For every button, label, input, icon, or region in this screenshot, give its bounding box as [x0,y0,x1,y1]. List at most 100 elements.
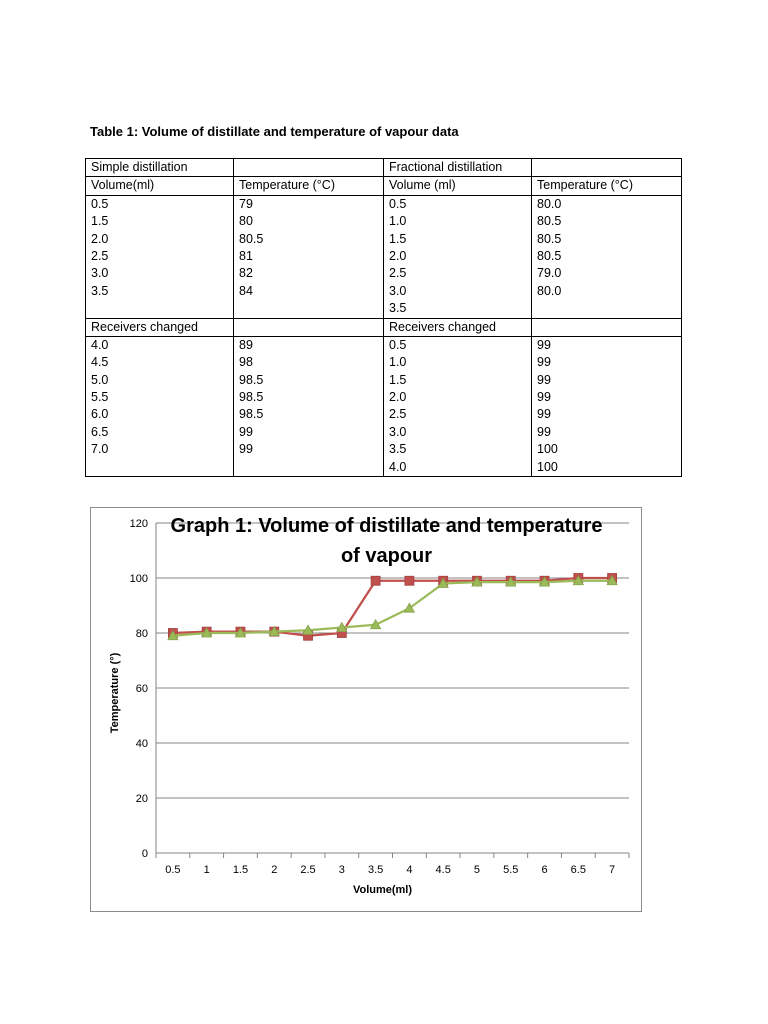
x-tick-label: 5 [474,864,480,876]
simple-volume-cell: Simple distillation [85,157,234,177]
fractional-temperature-cell: 80.5 [531,230,682,248]
data-point-marker [200,627,213,638]
data-point-marker [403,602,416,613]
x-tick-label: 2 [271,864,277,876]
fractional-temperature-cell [531,300,682,319]
simple-volume-cell: 7.0 [85,441,234,459]
x-axis-title: Volume(ml) [353,884,412,896]
fractional-volume-cell: 4.0 [383,458,532,478]
simple-temperature-cell: Temperature (°C) [233,176,384,196]
fractional-temperature-cell: 99 [531,354,682,372]
x-tick-label: 3 [339,864,345,876]
x-tick-label: 1 [204,864,210,876]
fractional-volume-cell: 0.5 [383,194,532,214]
table-row: 2.5 81 2.0 80.5 [85,247,682,266]
data-point-marker [268,625,280,637]
simple-temperature-cell: 79 [233,194,384,214]
simple-temperature-cell: 99 [233,423,384,442]
simple-volume-cell: Receivers changed [85,317,234,337]
simple-temperature-cell: 98.5 [233,371,384,390]
table-row: 0.5 79 0.5 80.0 [85,194,682,214]
simple-temperature-cell: 80.5 [233,230,384,248]
simple-volume-cell: 1.5 [85,213,234,231]
simple-volume-cell: 2.5 [85,247,234,266]
fractional-volume-cell: 1.5 [383,371,532,390]
data-point-marker [404,575,415,586]
series-line [172,579,613,637]
table-row: 2.0 80.5 1.5 80.5 [85,230,682,248]
y-tick-label: 120 [130,518,148,530]
simple-volume-cell: 3.5 [85,282,234,301]
simple-volume-cell: 4.5 [85,354,234,372]
fractional-volume-cell: Volume (ml) [383,176,532,196]
table-row: 5.5 98.5 2.0 99 [85,389,682,407]
table-row: 6.5 99 3.0 99 [85,423,682,442]
fractional-temperature-cell: 99 [531,335,682,355]
simple-temperature-cell [233,300,384,319]
chart-title: of vapour [341,545,432,567]
fractional-temperature-cell: 99 [531,406,682,424]
simple-temperature-cell: 84 [233,282,384,301]
simple-volume-cell: 5.0 [85,371,234,390]
table-row: 4.0 89 0.5 99 [85,335,682,355]
simple-volume-cell: 0.5 [85,194,234,214]
table-caption: Table 1: Volume of distillate and temper… [90,124,459,139]
fractional-volume-cell: 0.5 [383,335,532,355]
data-point-marker [505,576,517,587]
simple-volume-cell: Volume(ml) [85,176,234,196]
fractional-volume-cell: 3.0 [383,282,532,301]
y-tick-label: 60 [136,683,148,695]
fractional-temperature-cell: 99 [531,389,682,407]
fractional-temperature-cell: 80.0 [531,282,682,301]
simple-volume-cell [85,458,234,478]
simple-volume-cell [85,300,234,319]
x-tick-label: 0.5 [165,864,180,876]
simple-volume-cell: 6.0 [85,406,234,424]
table-row: 4.0 100 [85,458,682,478]
x-tick-label: 1.5 [233,864,248,876]
fractional-volume-cell: 1.0 [383,354,532,372]
fractional-volume-cell: Fractional distillation [383,157,532,177]
table-row: 1.5 80 1.0 80.5 [85,213,682,231]
simple-temperature-cell [233,458,384,478]
table-row: Simple distillation Fractional distillati… [85,157,682,177]
simple-temperature-cell: 89 [233,335,384,355]
simple-volume-cell: 4.0 [85,335,234,355]
x-tick-label: 5.5 [503,864,518,876]
simple-temperature-cell: 98.5 [233,389,384,407]
simple-temperature-cell [233,317,384,337]
simple-volume-cell: 5.5 [85,389,234,407]
series-line [172,576,613,637]
simple-volume-cell: 3.0 [85,265,234,283]
table-row: 3.0 82 2.5 79.0 [85,265,682,283]
table-row: Volume(ml) Temperature (°C) Volume (ml) Tem… [85,176,682,196]
simple-temperature-cell: 98.5 [233,406,384,424]
fractional-volume-cell: 2.5 [383,406,532,424]
data-point-marker [437,577,449,588]
table-row: Receivers changed Receivers changed [85,317,682,337]
data-point-marker [606,574,618,586]
x-tick-label: 3.5 [368,864,383,876]
fractional-volume-cell: 3.5 [383,300,532,319]
fractional-temperature-cell: 79.0 [531,265,682,283]
fractional-temperature-cell: 80.5 [531,247,682,266]
fractional-temperature-cell: Temperature (°C) [531,176,682,196]
x-tick-label: 4 [406,864,412,876]
data-point-marker [234,627,247,638]
fractional-temperature-cell: 99 [531,371,682,390]
data-point-marker [336,621,348,632]
data-point-marker [471,576,483,587]
fractional-volume-cell: Receivers changed [383,317,532,337]
fractional-volume-cell: 2.0 [383,389,532,407]
simple-temperature-cell: 82 [233,265,384,283]
table-row: 4.5 98 1.0 99 [85,354,682,372]
x-tick-label: 6 [541,864,547,876]
y-tick-label: 40 [136,738,148,750]
y-axis-title: Temperature (°) [109,652,121,733]
fractional-volume-cell: 1.0 [383,213,532,231]
data-point-marker [572,574,585,586]
y-tick-label: 20 [136,793,148,805]
table-row: 5.0 98.5 1.5 99 [85,371,682,390]
fractional-volume-cell: 3.0 [383,423,532,442]
x-tick-label: 6.5 [571,864,586,876]
